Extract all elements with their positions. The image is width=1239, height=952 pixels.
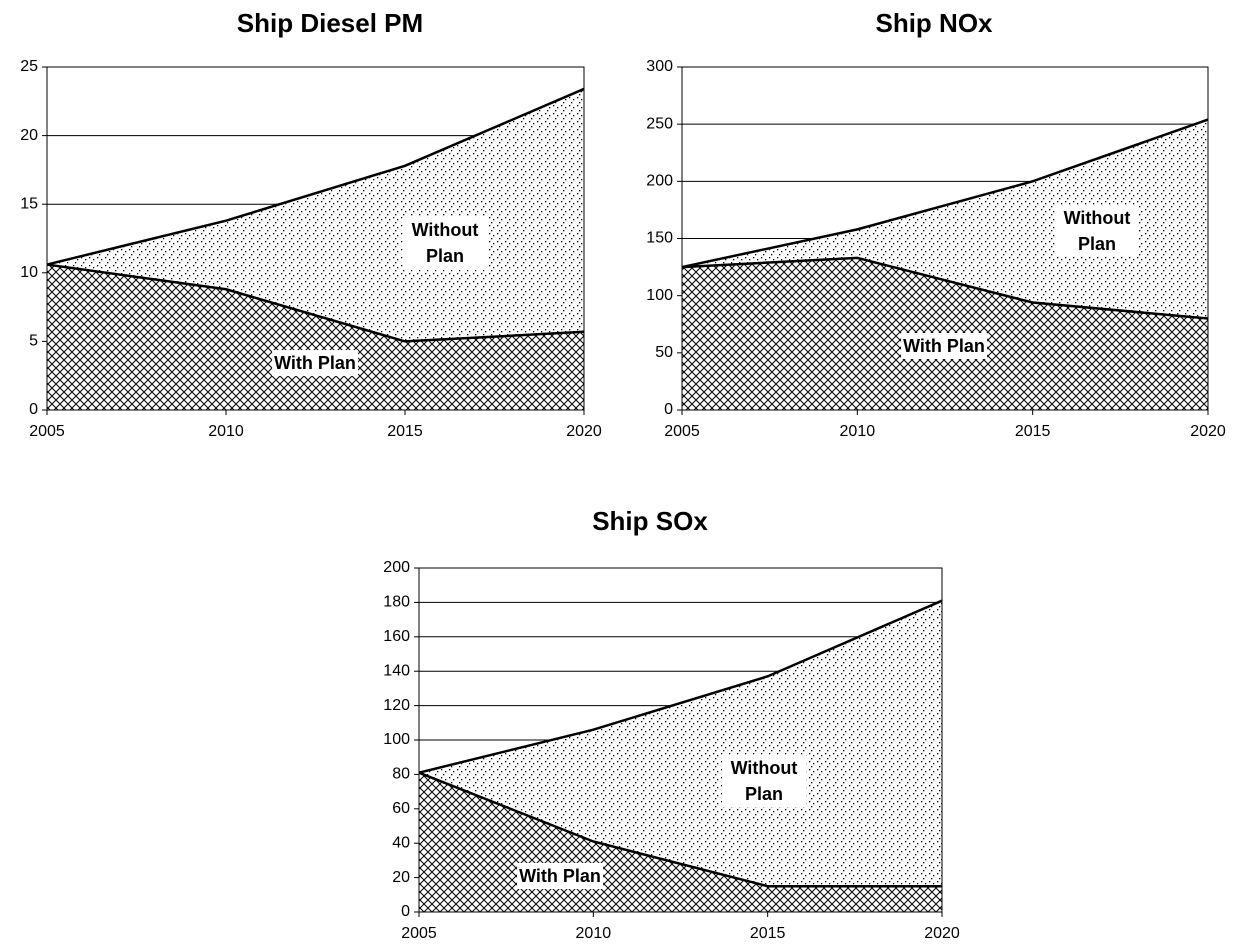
plot-frame bbox=[418, 567, 943, 913]
plot-frame bbox=[681, 66, 1209, 411]
y-tick-label: 25 bbox=[20, 58, 38, 75]
y-tick-label: 120 bbox=[383, 697, 410, 714]
y-tick-label: 60 bbox=[392, 800, 410, 817]
series-line bbox=[681, 256, 1209, 320]
y-tick-label: 5 bbox=[29, 333, 38, 350]
x-tick-label: 2005 bbox=[29, 423, 65, 440]
series-label: With Plan bbox=[517, 863, 603, 889]
y-tick-label: 0 bbox=[401, 903, 410, 920]
series-label: Without Plan bbox=[403, 217, 487, 269]
x-tick-label: 2020 bbox=[1190, 423, 1226, 440]
y-tick-label: 20 bbox=[20, 127, 38, 144]
series-label: Without Plan bbox=[1055, 205, 1139, 257]
series-line bbox=[46, 87, 585, 266]
y-tick-label: 200 bbox=[383, 559, 410, 576]
y-tick-label: 0 bbox=[29, 401, 38, 418]
y-tick-label: 0 bbox=[664, 401, 673, 418]
x-tick-label: 2005 bbox=[401, 925, 437, 942]
x-tick-label: 2015 bbox=[1015, 423, 1051, 440]
chart-title: Ship SOx bbox=[592, 506, 708, 536]
area bbox=[47, 264, 584, 410]
chart-title: Ship NOx bbox=[875, 8, 993, 38]
y-tick-label: 250 bbox=[646, 115, 673, 132]
y-tick-label: 50 bbox=[655, 344, 673, 361]
x-tick-label: 2010 bbox=[208, 423, 244, 440]
x-tick-label: 2005 bbox=[664, 423, 700, 440]
y-tick-label: 100 bbox=[383, 731, 410, 748]
y-tick-label: 20 bbox=[392, 869, 410, 886]
chart-title: Ship Diesel PM bbox=[237, 8, 423, 38]
series-line bbox=[418, 771, 942, 888]
x-tick-label: 2020 bbox=[924, 925, 960, 942]
series-line bbox=[46, 263, 585, 343]
x-tick-label: 2020 bbox=[566, 423, 602, 440]
y-tick-label: 300 bbox=[646, 58, 673, 75]
y-tick-label: 180 bbox=[383, 594, 410, 611]
plot-frame bbox=[46, 66, 585, 411]
series-label: With Plan bbox=[901, 333, 987, 359]
y-tick-label: 80 bbox=[392, 766, 410, 783]
x-tick-label: 2010 bbox=[840, 423, 876, 440]
y-tick-label: 10 bbox=[20, 264, 38, 281]
y-tick-label: 100 bbox=[646, 287, 673, 304]
x-tick-label: 2010 bbox=[576, 925, 612, 942]
y-tick-label: 140 bbox=[383, 662, 410, 679]
y-tick-label: 150 bbox=[646, 230, 673, 247]
series-label: Without Plan bbox=[722, 755, 806, 807]
x-tick-label: 2015 bbox=[750, 925, 786, 942]
series-line bbox=[418, 599, 943, 774]
y-tick-label: 40 bbox=[392, 834, 410, 851]
y-tick-label: 200 bbox=[646, 173, 673, 190]
y-tick-label: 160 bbox=[383, 628, 410, 645]
x-tick-label: 2015 bbox=[387, 423, 423, 440]
series-line bbox=[681, 118, 1209, 269]
y-tick-label: 15 bbox=[20, 195, 38, 212]
series-label: With Plan bbox=[272, 350, 358, 376]
